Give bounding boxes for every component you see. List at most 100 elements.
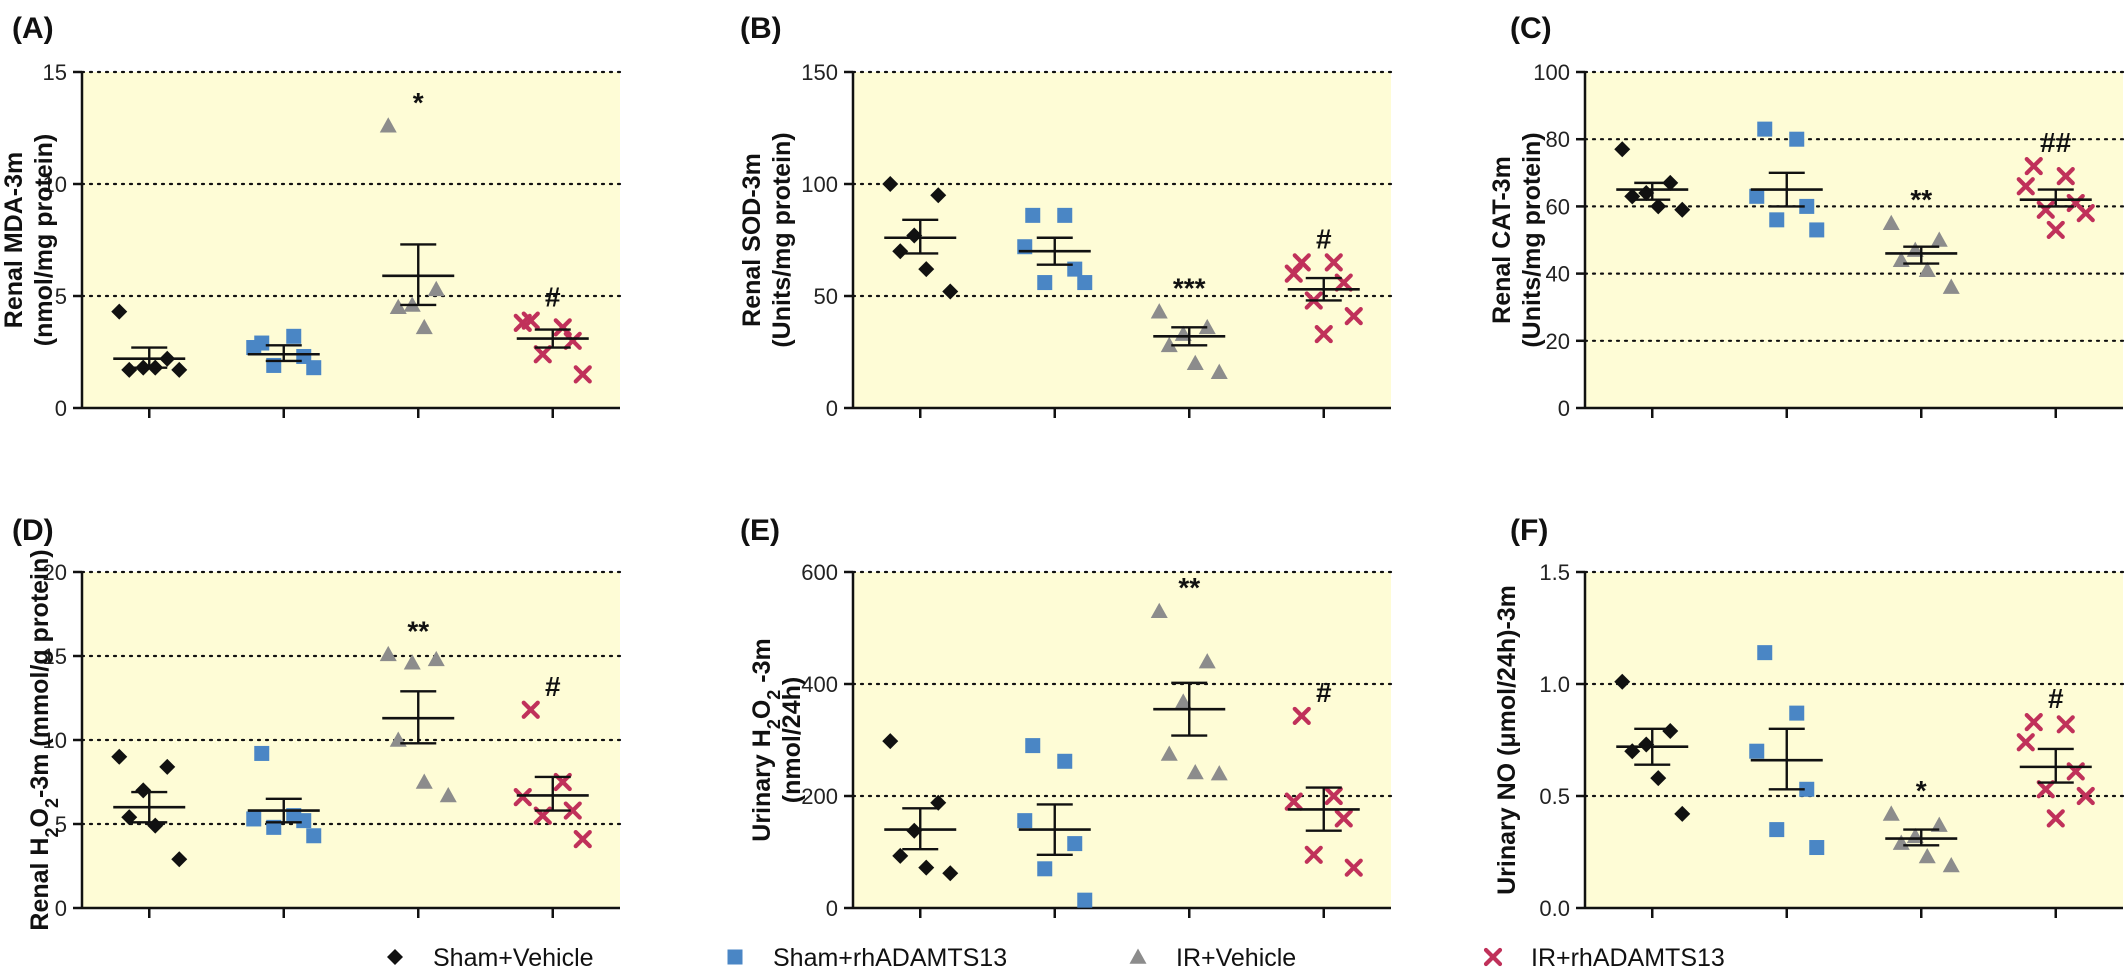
legend-marker bbox=[387, 949, 403, 965]
legend-item: IR+Vehicle bbox=[1129, 944, 1296, 972]
y-tick-label: 40 bbox=[1546, 262, 1570, 287]
legend-label: IR+Vehicle bbox=[1176, 944, 1296, 972]
data-point bbox=[1037, 861, 1053, 877]
data-point bbox=[1150, 303, 1168, 319]
y-tick-label: 100 bbox=[1533, 60, 1570, 85]
significance-annotation: ** bbox=[1178, 572, 1200, 603]
data-point bbox=[266, 819, 282, 835]
data-point bbox=[1324, 253, 1343, 272]
y-tick-label: 15 bbox=[43, 644, 67, 669]
y-axis-label: (Units/mg protein) bbox=[768, 132, 796, 347]
data-point bbox=[1057, 753, 1073, 769]
y-tick-label: 10 bbox=[43, 172, 67, 197]
significance-annotation: * bbox=[1916, 775, 1927, 806]
data-point bbox=[882, 176, 899, 192]
data-point bbox=[254, 745, 270, 761]
data-point bbox=[1057, 207, 1073, 223]
significance-annotation: # bbox=[1316, 677, 1332, 708]
data-point bbox=[379, 645, 397, 662]
y-axis-label: Renal MDA-3m bbox=[0, 152, 28, 328]
data-point bbox=[246, 811, 262, 827]
plot-background bbox=[853, 72, 1391, 408]
data-point bbox=[2076, 204, 2095, 223]
y-tick-label: 5 bbox=[55, 812, 67, 837]
data-point bbox=[1210, 363, 1228, 379]
data-point bbox=[1942, 856, 1960, 873]
data-point bbox=[1025, 738, 1041, 754]
legend-marker bbox=[727, 949, 743, 965]
panel-f: 0.0 0.5 1.0 1.5 (F) Urinary NO (μmol/24h)-3m *… bbox=[1493, 514, 2125, 921]
y-axis-label: Urinary H2O2 -3m bbox=[748, 638, 784, 841]
data-point bbox=[2076, 786, 2095, 806]
significance-annotation: *** bbox=[1173, 273, 1206, 304]
data-point bbox=[2016, 177, 2035, 196]
y-tick-label: 20 bbox=[43, 560, 67, 585]
data-point bbox=[1314, 324, 1333, 344]
y-tick-label: 0 bbox=[55, 396, 67, 421]
data-point bbox=[2056, 715, 2075, 734]
data-point bbox=[1650, 198, 1667, 215]
y-tick-label: 15 bbox=[43, 60, 67, 85]
data-point bbox=[1198, 653, 1216, 669]
data-point bbox=[2016, 733, 2035, 752]
data-point bbox=[306, 828, 322, 844]
panel-label: (B) bbox=[740, 12, 782, 45]
data-point bbox=[306, 360, 322, 376]
significance-annotation: * bbox=[413, 87, 424, 118]
legend-marker bbox=[1129, 948, 1147, 964]
data-point bbox=[1614, 141, 1631, 158]
data-point bbox=[533, 345, 552, 364]
data-point bbox=[1284, 792, 1303, 811]
legend-item: IR+rhADAMTS13 bbox=[1483, 944, 1725, 972]
significance-annotation: # bbox=[1316, 223, 1332, 254]
significance-annotation: ## bbox=[2040, 127, 2072, 158]
data-point bbox=[1930, 816, 1948, 832]
panel-d: 0 5 10 15 20 (D)Renal H2O2-3m (mmol/g protein… bbox=[12, 514, 622, 931]
plot-background bbox=[1585, 72, 2123, 408]
data-point bbox=[1160, 336, 1178, 353]
data-point bbox=[918, 261, 935, 278]
legend-marker bbox=[1483, 947, 1503, 967]
y-axis-label: Urinary NO (μmol/24h)-3m bbox=[1493, 585, 1521, 895]
data-point bbox=[906, 227, 923, 244]
data-point bbox=[1799, 781, 1815, 797]
y-tick-label: 60 bbox=[1546, 194, 1570, 219]
data-point bbox=[403, 654, 421, 670]
data-point bbox=[1037, 275, 1053, 291]
data-point bbox=[2036, 780, 2055, 799]
data-point bbox=[1799, 198, 1815, 214]
significance-annotation: ** bbox=[407, 615, 429, 646]
y-tick-label: 1.0 bbox=[1539, 672, 1570, 697]
data-point bbox=[1304, 845, 1323, 864]
plot-background bbox=[853, 572, 1391, 908]
data-point bbox=[1186, 354, 1204, 370]
data-point bbox=[121, 361, 138, 378]
data-point bbox=[1809, 840, 1825, 856]
legend-label: Sham+Vehicle bbox=[433, 944, 594, 972]
data-point bbox=[1789, 705, 1805, 721]
data-point bbox=[918, 859, 935, 876]
panel-b: 0 50 100 150 (B) Renal SOD-3m (Units/mg protei… bbox=[738, 12, 1393, 421]
data-point bbox=[1650, 770, 1667, 787]
panel-label: (D) bbox=[12, 514, 54, 547]
data-point bbox=[513, 788, 532, 807]
y-tick-label: 0.5 bbox=[1539, 784, 1570, 809]
data-point bbox=[1186, 763, 1204, 780]
data-point bbox=[1284, 264, 1303, 283]
y-tick-label: 1.5 bbox=[1539, 560, 1570, 585]
y-axis-label: Renal SOD-3m bbox=[738, 153, 766, 327]
data-point bbox=[159, 758, 176, 775]
data-point bbox=[573, 830, 592, 849]
data-point bbox=[930, 794, 947, 811]
data-point bbox=[1210, 765, 1228, 781]
data-point bbox=[1160, 745, 1178, 761]
data-point bbox=[111, 748, 128, 765]
data-point bbox=[1067, 836, 1083, 852]
y-axis-label: Renal CAT-3m bbox=[1488, 156, 1516, 324]
data-point bbox=[573, 365, 592, 384]
data-point bbox=[1769, 822, 1785, 838]
data-point bbox=[563, 331, 582, 350]
data-point bbox=[1918, 261, 1936, 278]
data-point bbox=[553, 318, 572, 337]
